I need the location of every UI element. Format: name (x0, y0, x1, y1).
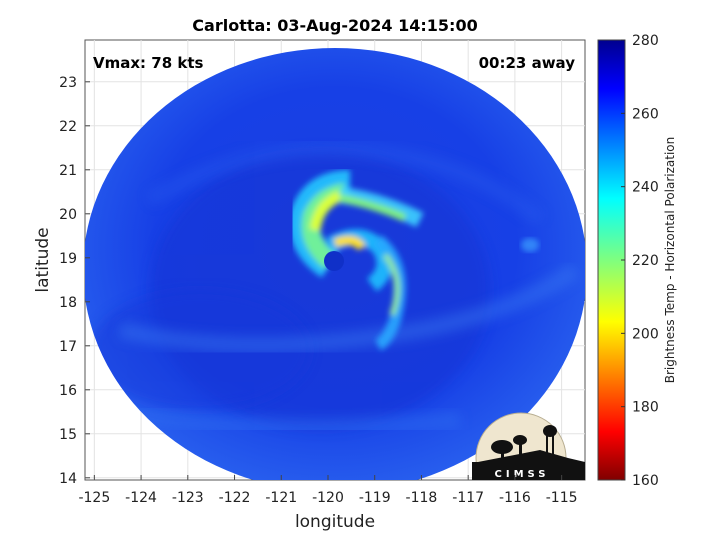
spiral-bands (289, 170, 424, 351)
x-tick-label: -121 (265, 490, 297, 506)
colorbar-tick-label: 160 (632, 473, 659, 489)
x-tick-label: -118 (406, 490, 438, 506)
x-tick-label: -122 (219, 490, 251, 506)
time-offset-label: 00:23 away (479, 54, 576, 72)
colorbar-tick-label: 220 (632, 253, 659, 269)
colorbar-tick-label: 240 (632, 180, 659, 196)
chart-title: Carlotta: 03-Aug-2024 14:15:00 (192, 16, 477, 35)
x-tick-label: -123 (172, 490, 204, 506)
x-tick-label: -125 (78, 490, 110, 506)
cimss-logo: CIMSS (472, 412, 585, 480)
y-tick-label: 18 (59, 295, 77, 311)
y-tick-label: 21 (59, 163, 77, 179)
colorbar-tick-label: 280 (632, 33, 659, 49)
satellite-swath (85, 48, 585, 480)
x-tick-label: -116 (499, 490, 531, 506)
cimss-logo-text: CIMSS (495, 469, 550, 480)
x-axis-label: longitude (295, 512, 375, 532)
y-tick-label: 19 (59, 251, 77, 267)
colorbar-tick-label: 260 (632, 106, 659, 122)
colorbar-tick-label: 200 (632, 326, 659, 342)
x-tick-label: -119 (359, 490, 391, 506)
colorbar-ticks: 160 180 200 220 240 260 280 (621, 33, 659, 489)
y-tick-label: 15 (59, 427, 77, 443)
colorbar-label: Brightness Temp - Horizontal Polarizatio… (663, 137, 677, 384)
vmax-label: Vmax: 78 kts (93, 54, 203, 72)
x-tick-label: -117 (452, 490, 484, 506)
y-tick-label: 17 (59, 339, 77, 355)
x-axis-ticks: -125 -124 -123 -122 -121 -120 -119 -118 -117 -116… (78, 475, 578, 506)
y-tick-label: 16 (59, 383, 77, 399)
colorbar-tick-label: 180 (632, 400, 659, 416)
y-axis-ticks: 14 15 16 17 18 19 20 21 22 23 (59, 75, 90, 487)
x-tick-label: -120 (312, 490, 344, 506)
x-tick-label: -115 (546, 490, 578, 506)
y-tick-label: 14 (59, 471, 77, 487)
y-tick-label: 22 (59, 119, 77, 135)
colorbar (597, 39, 626, 481)
y-tick-label: 23 (59, 75, 77, 91)
storm-eye (324, 251, 344, 271)
y-axis-label: latitude (33, 227, 53, 292)
x-tick-label: -124 (125, 490, 157, 506)
y-tick-label: 20 (59, 207, 77, 223)
